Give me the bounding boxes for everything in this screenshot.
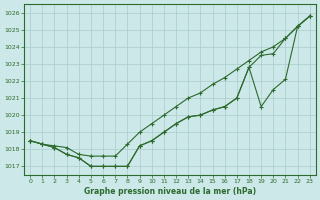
X-axis label: Graphe pression niveau de la mer (hPa): Graphe pression niveau de la mer (hPa) <box>84 187 256 196</box>
